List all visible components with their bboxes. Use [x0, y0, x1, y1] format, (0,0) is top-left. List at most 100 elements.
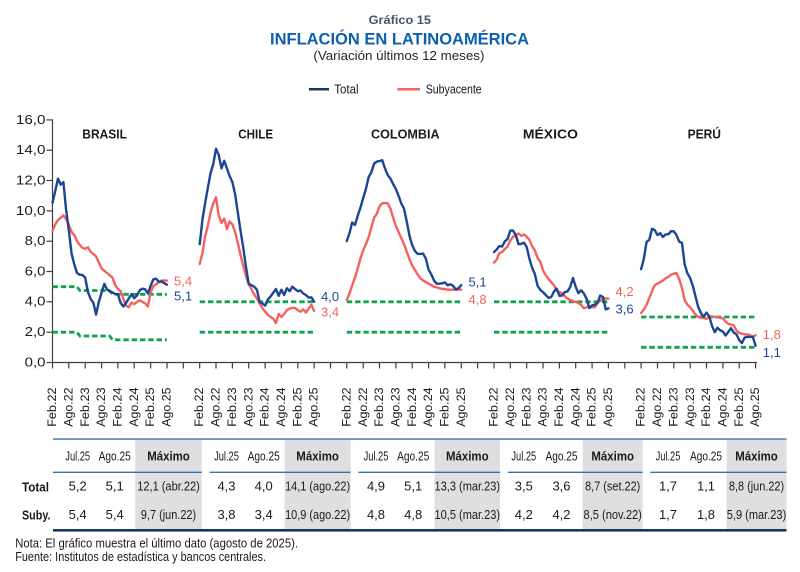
svg-text:Fuente: Institutos de estadíst: Fuente: Institutos de estadística y banc… — [15, 549, 266, 564]
svg-text:Ago.25: Ago.25 — [690, 448, 722, 463]
svg-text:Feb.22: Feb.22 — [45, 387, 59, 426]
svg-text:Feb.23: Feb.23 — [78, 387, 92, 426]
svg-text:Ago.25: Ago.25 — [601, 387, 615, 426]
svg-text:4,9: 4,9 — [367, 479, 385, 494]
svg-text:Feb.25: Feb.25 — [585, 387, 599, 426]
svg-text:10,0: 10,0 — [16, 203, 46, 218]
svg-text:14,0: 14,0 — [16, 142, 46, 157]
svg-text:Feb.24: Feb.24 — [552, 387, 566, 426]
svg-text:3,5: 3,5 — [515, 479, 533, 494]
svg-text:Ago.22: Ago.22 — [503, 387, 517, 426]
svg-text:Feb.23: Feb.23 — [519, 387, 533, 426]
svg-text:Jul.25: Jul.25 — [65, 448, 90, 463]
svg-text:INFLACIÓN EN LATINOAMÉRICA: INFLACIÓN EN LATINOAMÉRICA — [270, 30, 529, 49]
svg-text:Feb.22: Feb.22 — [634, 387, 648, 426]
svg-text:3,4: 3,4 — [255, 507, 273, 522]
svg-text:Ago.24: Ago.24 — [568, 387, 582, 426]
svg-text:Feb.25: Feb.25 — [732, 387, 746, 426]
svg-text:0,0: 0,0 — [25, 354, 46, 369]
svg-text:Ago.25: Ago.25 — [307, 387, 321, 426]
svg-text:Gráfico 15: Gráfico 15 — [369, 13, 432, 27]
svg-text:Suby.: Suby. — [22, 508, 51, 523]
svg-text:1,1: 1,1 — [697, 479, 715, 494]
svg-text:COLOMBIA: COLOMBIA — [371, 126, 440, 141]
svg-text:5,1: 5,1 — [469, 274, 487, 289]
svg-text:Total: Total — [22, 479, 49, 494]
svg-text:Ago.23: Ago.23 — [536, 387, 550, 426]
svg-text:Ago.24: Ago.24 — [421, 387, 435, 426]
svg-text:3,4: 3,4 — [321, 304, 339, 319]
svg-text:1,8: 1,8 — [763, 327, 781, 342]
svg-text:Ago.25: Ago.25 — [99, 448, 131, 463]
svg-text:4,8: 4,8 — [469, 292, 487, 307]
svg-text:Nota: El gráfico muestra el úl: Nota: El gráfico muestra el último dato … — [15, 536, 298, 551]
svg-text:Ago.23: Ago.23 — [683, 387, 697, 426]
svg-text:10,5 (mar.23): 10,5 (mar.23) — [435, 507, 501, 522]
svg-text:4,0: 4,0 — [25, 294, 46, 309]
svg-text:Jul.25: Jul.25 — [511, 448, 536, 463]
svg-text:Feb.25: Feb.25 — [438, 387, 452, 426]
svg-text:Ago.22: Ago.22 — [650, 387, 664, 426]
svg-text:13,3 (mar.23): 13,3 (mar.23) — [435, 479, 501, 494]
svg-text:1,1: 1,1 — [763, 345, 781, 360]
svg-text:1,8: 1,8 — [697, 507, 715, 522]
svg-text:Máximo: Máximo — [296, 448, 339, 463]
svg-text:Jul.25: Jul.25 — [364, 448, 389, 463]
svg-text:9,7 (jun.22): 9,7 (jun.22) — [141, 507, 196, 522]
svg-text:Feb.24: Feb.24 — [405, 387, 419, 426]
svg-text:Ago.25: Ago.25 — [248, 448, 280, 463]
svg-text:5,9 (mar.23): 5,9 (mar.23) — [727, 507, 787, 522]
svg-text:Feb.22: Feb.22 — [339, 387, 353, 426]
svg-text:Máximo: Máximo — [446, 448, 489, 463]
svg-text:Feb.25: Feb.25 — [143, 387, 157, 426]
svg-text:(Variación últimos 12 meses): (Variación últimos 12 meses) — [313, 48, 484, 63]
svg-text:Feb.25: Feb.25 — [290, 387, 304, 426]
svg-text:5,2: 5,2 — [69, 479, 87, 494]
svg-text:4,3: 4,3 — [217, 479, 235, 494]
svg-text:6,0: 6,0 — [25, 263, 46, 278]
svg-text:Ago.24: Ago.24 — [127, 387, 141, 426]
svg-text:Ago.25: Ago.25 — [545, 448, 577, 463]
svg-text:Total: Total — [334, 83, 358, 97]
svg-text:1,7: 1,7 — [659, 479, 677, 494]
svg-text:Ago.22: Ago.22 — [356, 387, 370, 426]
svg-text:Feb.23: Feb.23 — [666, 387, 680, 426]
svg-text:Ago.22: Ago.22 — [61, 387, 75, 426]
svg-text:Jul.25: Jul.25 — [656, 448, 681, 463]
svg-text:4,8: 4,8 — [404, 507, 422, 522]
svg-text:8,0: 8,0 — [25, 233, 46, 248]
svg-text:Ago.23: Ago.23 — [241, 387, 255, 426]
svg-text:8,5 (nov.22): 8,5 (nov.22) — [584, 507, 642, 522]
svg-text:5,4: 5,4 — [174, 274, 192, 289]
svg-text:5,1: 5,1 — [174, 288, 192, 303]
svg-text:Feb.23: Feb.23 — [225, 387, 239, 426]
svg-text:Feb.22: Feb.22 — [487, 387, 501, 426]
svg-text:3,6: 3,6 — [552, 479, 570, 494]
svg-text:4,8: 4,8 — [367, 507, 385, 522]
svg-text:12,0: 12,0 — [16, 172, 46, 187]
svg-text:Máximo: Máximo — [591, 448, 634, 463]
svg-text:Ago.25: Ago.25 — [160, 387, 174, 426]
svg-text:Ago.25: Ago.25 — [748, 387, 762, 426]
svg-text:4,2: 4,2 — [616, 284, 634, 299]
svg-text:4,2: 4,2 — [515, 507, 533, 522]
svg-text:Máximo: Máximo — [735, 448, 778, 463]
svg-text:BRASIL: BRASIL — [82, 126, 127, 141]
svg-text:4,2: 4,2 — [552, 507, 570, 522]
svg-text:Feb.24: Feb.24 — [699, 387, 713, 426]
svg-text:5,4: 5,4 — [69, 507, 87, 522]
svg-text:Ago.25: Ago.25 — [454, 387, 468, 426]
svg-text:Ago.23: Ago.23 — [94, 387, 108, 426]
svg-text:16,0: 16,0 — [16, 112, 46, 127]
svg-text:PERÚ: PERÚ — [688, 126, 721, 141]
svg-text:Feb.24: Feb.24 — [111, 387, 125, 426]
svg-text:Máximo: Máximo — [147, 448, 190, 463]
svg-text:Jul.25: Jul.25 — [214, 448, 239, 463]
svg-text:Feb.24: Feb.24 — [258, 387, 272, 426]
svg-text:5,4: 5,4 — [106, 507, 124, 522]
svg-text:4,0: 4,0 — [255, 479, 273, 494]
svg-text:3,6: 3,6 — [616, 302, 634, 317]
svg-text:Subyacente: Subyacente — [426, 83, 482, 97]
svg-text:Ago.24: Ago.24 — [274, 387, 288, 426]
svg-text:Feb.23: Feb.23 — [372, 387, 386, 426]
